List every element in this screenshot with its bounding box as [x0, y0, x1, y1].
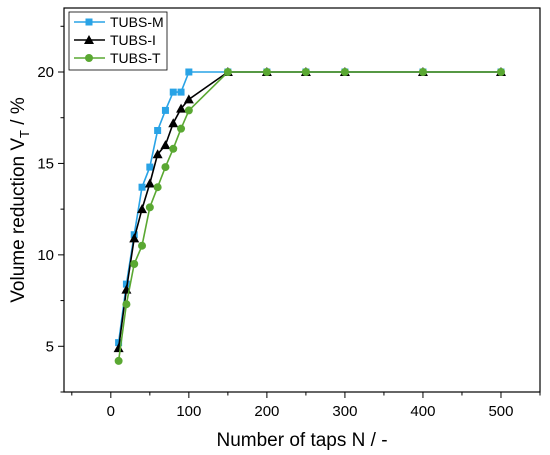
data-point-square: [177, 88, 185, 96]
y-axis-title: Volume reduction VT / %: [8, 97, 32, 303]
data-point-triangle: [113, 343, 124, 353]
legend-label-tubs-m: TUBS-M: [110, 14, 164, 30]
x-tick-label: 500: [488, 403, 513, 420]
data-point-circle: [161, 163, 170, 172]
data-point-triangle: [144, 178, 155, 188]
data-point-circle: [153, 183, 162, 192]
series-layer: [113, 67, 506, 365]
data-point-circle: [122, 300, 131, 309]
data-point-triangle: [129, 233, 140, 243]
legend-label-tubs-i: TUBS-I: [110, 32, 156, 48]
x-axis-title: Number of taps N / -: [216, 430, 387, 451]
series-line: [117, 71, 501, 343]
x-tick-label: 100: [176, 403, 201, 420]
data-point-circle: [223, 68, 232, 76]
x-tick-label: 0: [107, 403, 115, 420]
data-point-circle: [114, 356, 123, 365]
data-point-triangle: [160, 140, 171, 150]
axis-tick-labels: 0 100 200 300 400 500 5 10 15 20: [37, 64, 513, 420]
data-point-circle: [145, 203, 154, 212]
y-tick-label: 15: [37, 155, 54, 172]
data-point-triangle: [152, 149, 163, 159]
series-line: [117, 71, 501, 362]
y-axis-title-main: Volume reduction V: [8, 138, 29, 303]
legend-item-tubs-t: TUBS-T: [74, 50, 161, 66]
data-point-square: [169, 88, 177, 96]
data-point-square: [146, 163, 154, 171]
data-point-circle: [184, 106, 193, 115]
data-point-square: [122, 280, 130, 288]
data-point-triangle: [183, 94, 194, 104]
data-point-square: [185, 68, 193, 76]
data-point-circle: [169, 144, 178, 153]
x-tick-label: 400: [410, 403, 435, 420]
y-tick-label: 5: [46, 338, 54, 355]
series-tubs-i: [113, 67, 506, 353]
y-tick-label: 20: [37, 64, 54, 81]
data-point-circle: [262, 68, 271, 76]
data-point-circle: [130, 260, 139, 268]
data-point-square: [161, 106, 169, 114]
series-tubs-m: [115, 68, 505, 347]
plot-frame: [63, 7, 541, 393]
data-point-circle: [418, 68, 427, 76]
legend-item-tubs-i: TUBS-I: [74, 32, 156, 48]
data-point-triangle: [137, 204, 148, 214]
data-point-triangle: [176, 103, 187, 113]
axis-ticks: [58, 25, 541, 398]
data-point-triangle: [168, 118, 179, 128]
data-point-square: [154, 127, 162, 135]
x-tick-label: 200: [254, 403, 279, 420]
y-axis-title-unit: / %: [8, 97, 29, 130]
data-point-circle: [177, 124, 186, 133]
legend: TUBS-M TUBS-I TUBS-T: [68, 11, 168, 71]
legend-item-tubs-m: TUBS-M: [74, 14, 164, 30]
legend-marker-tubs-m: [85, 18, 93, 26]
data-point-circle: [496, 68, 505, 76]
data-point-circle: [301, 68, 310, 76]
x-tick-label: 300: [332, 403, 357, 420]
data-point-square: [138, 183, 146, 191]
legend-label-tubs-t: TUBS-T: [110, 50, 161, 66]
legend-marker-tubs-t: [85, 54, 93, 62]
series-tubs-t: [114, 68, 505, 365]
data-point-circle: [340, 68, 349, 76]
series-line: [117, 71, 501, 349]
legend-marker-tubs-i: [84, 35, 94, 44]
y-tick-label: 10: [37, 247, 54, 264]
data-point-circle: [138, 241, 147, 250]
y-axis-title-subscript: T: [17, 130, 32, 138]
